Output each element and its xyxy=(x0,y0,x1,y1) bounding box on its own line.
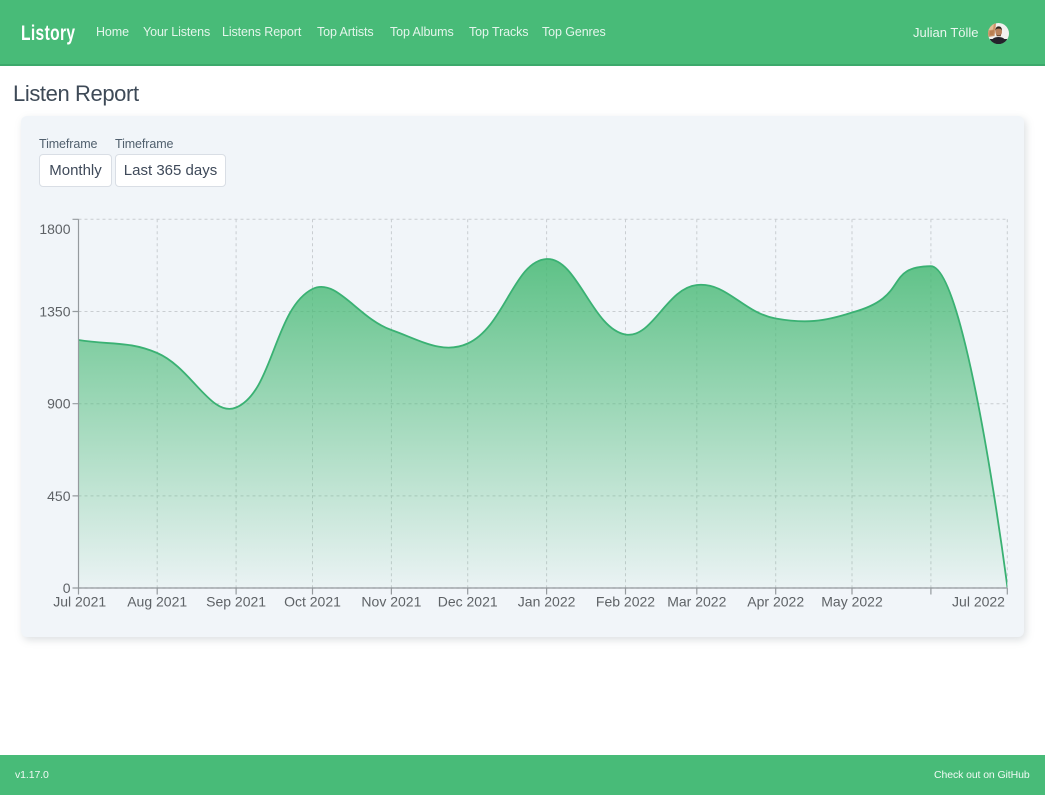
svg-text:1800: 1800 xyxy=(39,221,70,237)
svg-text:Mar 2022: Mar 2022 xyxy=(667,594,726,610)
svg-text:May 2022: May 2022 xyxy=(821,594,883,610)
svg-text:Dec 2021: Dec 2021 xyxy=(438,594,498,610)
svg-text:450: 450 xyxy=(47,488,71,504)
svg-text:Nov 2021: Nov 2021 xyxy=(361,594,421,610)
svg-text:Jan 2022: Jan 2022 xyxy=(518,594,576,610)
svg-text:0: 0 xyxy=(63,580,71,596)
svg-text:Aug 2021: Aug 2021 xyxy=(127,594,187,610)
svg-text:Apr 2022: Apr 2022 xyxy=(747,594,804,610)
svg-text:Sep 2021: Sep 2021 xyxy=(206,594,266,610)
svg-text:900: 900 xyxy=(47,396,71,412)
svg-text:Oct 2021: Oct 2021 xyxy=(284,594,341,610)
svg-text:1350: 1350 xyxy=(39,303,70,319)
svg-text:Feb 2022: Feb 2022 xyxy=(596,594,655,610)
svg-text:Jul 2021: Jul 2021 xyxy=(53,594,106,610)
svg-text:Jul 2022: Jul 2022 xyxy=(952,594,1005,610)
